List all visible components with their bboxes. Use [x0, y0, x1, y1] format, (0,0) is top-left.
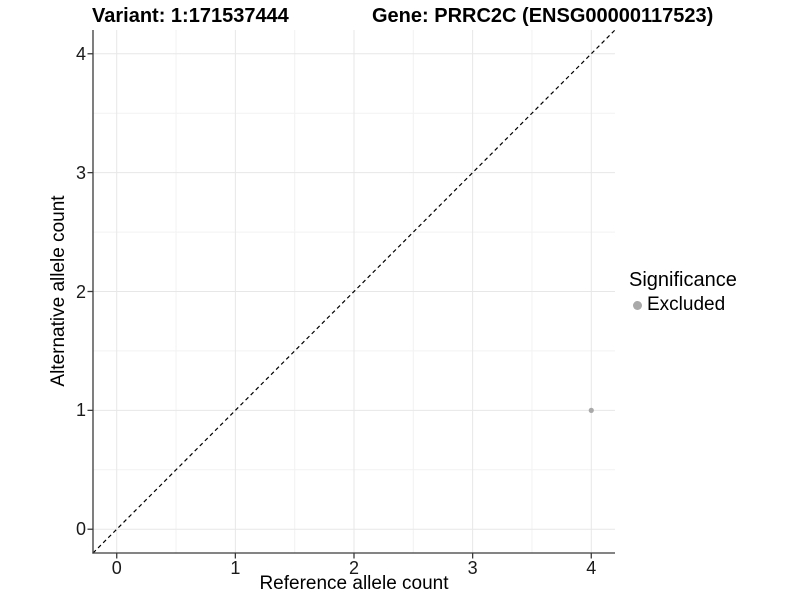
- y-tick-label: 4: [75, 43, 86, 64]
- y-tick-label: 0: [75, 519, 86, 540]
- y-tick-label: 3: [75, 162, 86, 183]
- y-tick-label: 1: [75, 400, 86, 421]
- legend-title: Significance: [629, 269, 737, 291]
- legend: Significance Excluded: [629, 268, 737, 316]
- plot-title-variant: Variant: 1:171537444: [92, 5, 289, 27]
- identity-line: [92, 29, 616, 554]
- x-tick-label: 0: [111, 558, 122, 578]
- x-tick-label: 2: [348, 558, 359, 578]
- legend-point-icon: [633, 300, 642, 310]
- plot-title-gene: Gene: PRRC2C (ENSG00000117523): [372, 5, 714, 27]
- x-tick-label: 4: [586, 558, 597, 578]
- legend-item-excluded: Excluded: [629, 294, 737, 316]
- x-tick-label: 3: [467, 558, 478, 578]
- x-axis-title: Reference allele count: [259, 573, 449, 594]
- x-tick-label: 1: [230, 558, 241, 578]
- legend-item-label: Excluded: [647, 294, 726, 315]
- y-tick-label: 2: [75, 281, 86, 302]
- data-point: [588, 407, 594, 413]
